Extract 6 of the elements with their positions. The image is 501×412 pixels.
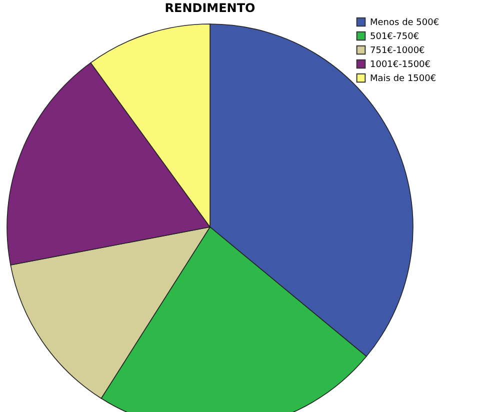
legend-label: 501€-750€ bbox=[370, 32, 420, 42]
legend-label: 1001€-1500€ bbox=[370, 60, 431, 70]
legend-label: 751€-1000€ bbox=[370, 46, 426, 56]
chart-title: RENDIMENTO bbox=[164, 1, 256, 15]
legend-label: Mais de 1500€ bbox=[370, 74, 436, 84]
legend-label: Menos de 500€ bbox=[370, 18, 440, 28]
